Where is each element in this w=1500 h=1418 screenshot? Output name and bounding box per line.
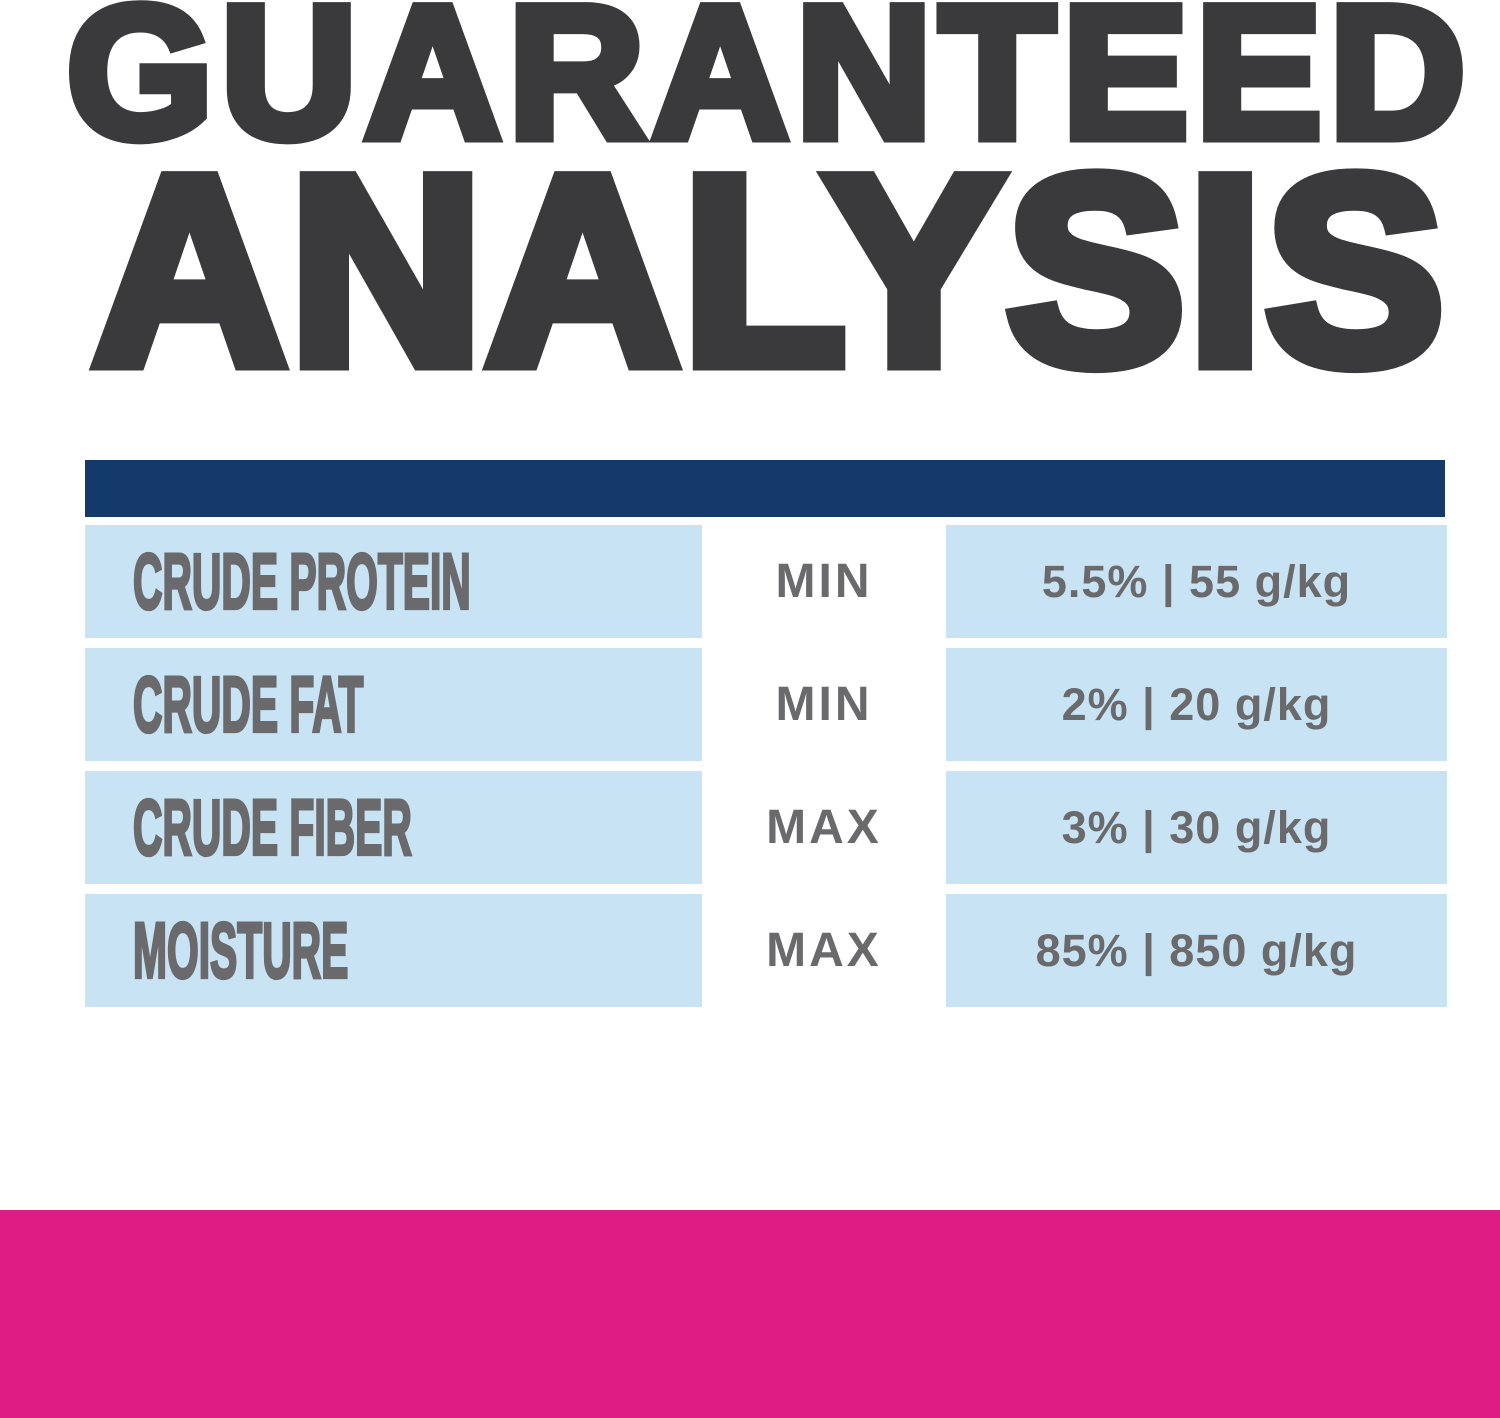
nutrient-cell: MOISTURE	[85, 894, 702, 1007]
basis-cell: MAX	[702, 771, 946, 884]
table-row-moisture: MOISTURE MAX 85% | 850 g/kg	[85, 894, 1447, 1007]
value-cell: 2% | 20 g/kg	[946, 648, 1447, 761]
page-title-line-2: ANALYSIS	[85, 120, 1451, 420]
basis-label: MAX	[766, 800, 882, 854]
basis-label: MIN	[775, 554, 873, 608]
value-label: 2% | 20 g/kg	[1061, 679, 1332, 730]
nutrient-label: CRUDE PROTEIN	[132, 536, 471, 626]
value-label: 3% | 30 g/kg	[1061, 802, 1332, 853]
nutrient-cell: CRUDE FAT	[85, 648, 702, 761]
basis-cell: MIN	[702, 648, 946, 761]
table-row-crude-protein: CRUDE PROTEIN MIN 5.5% | 55 g/kg	[85, 525, 1447, 638]
value-cell: 5.5% | 55 g/kg	[946, 525, 1447, 638]
nutrient-cell: CRUDE PROTEIN	[85, 525, 702, 638]
table-row-crude-fat: CRUDE FAT MIN 2% | 20 g/kg	[85, 648, 1447, 761]
nutrient-label: CRUDE FIBER	[132, 782, 413, 872]
basis-label: MAX	[766, 923, 882, 977]
analysis-table: CRUDE PROTEIN MIN 5.5% | 55 g/kg CRUDE F…	[85, 525, 1447, 1017]
value-cell: 3% | 30 g/kg	[946, 771, 1447, 884]
basis-cell: MAX	[702, 894, 946, 1007]
basis-cell: MIN	[702, 525, 946, 638]
basis-label: MIN	[775, 677, 873, 731]
footer-accent-bar	[0, 1210, 1500, 1418]
nutrient-label: CRUDE FAT	[132, 659, 364, 749]
value-cell: 85% | 850 g/kg	[946, 894, 1447, 1007]
value-label: 85% | 850 g/kg	[1035, 925, 1358, 976]
header-divider-bar	[85, 460, 1445, 517]
nutrient-label: MOISTURE	[132, 905, 349, 995]
page-title-line-1: GUARANTEED	[61, 0, 1474, 177]
table-row-crude-fiber: CRUDE FIBER MAX 3% | 30 g/kg	[85, 771, 1447, 884]
value-label: 5.5% | 55 g/kg	[1041, 556, 1352, 607]
nutrient-cell: CRUDE FIBER	[85, 771, 702, 884]
